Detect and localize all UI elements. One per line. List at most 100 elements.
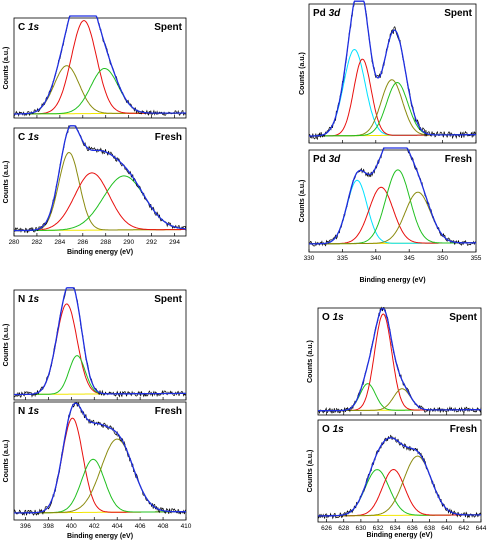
x-tick-label: 406: [135, 523, 146, 530]
x-tick-label: 404: [112, 523, 123, 530]
chart-group-n-1s: N 1s Spent Counts (a.u.) N 1s Fresh Counts (a…: [3, 287, 192, 540]
panel-element-label: C 1s: [18, 22, 40, 33]
panel-state-label: Spent: [154, 22, 182, 33]
x-tick-label: 642: [458, 525, 469, 532]
x-tick-label: 294: [169, 239, 180, 246]
panel-o-fresh: O 1s Fresh Counts (a.u.): [307, 419, 482, 523]
x-tick-label: 626: [321, 525, 332, 532]
panel-state-label: Fresh: [450, 424, 477, 435]
x-tick-label: 640: [441, 525, 452, 532]
envelope-fit-line: [309, 0, 476, 137]
panel-element-label: Pd 3d: [313, 154, 341, 165]
panel-element-label: O 1s: [322, 312, 344, 323]
envelope-fit-line: [318, 307, 482, 412]
y-axis-label: Counts (a.u.): [299, 180, 306, 223]
raw-data-line: [317, 306, 482, 414]
plot-frame: [13, 17, 187, 119]
y-axis-label: Counts (a.u.): [307, 340, 314, 383]
peak-red-line: [14, 303, 186, 395]
peak-olive-line: [14, 438, 186, 514]
peak-green-line: [14, 68, 186, 115]
x-tick-label: 400: [66, 523, 77, 530]
raw-data-line: [13, 401, 187, 516]
panel-state-label: Fresh: [445, 154, 472, 165]
peak-green-line: [309, 81, 476, 137]
x-tick-label: 630: [355, 525, 366, 532]
panel-state-label: Spent: [444, 8, 472, 19]
panel-state-label: Spent: [154, 294, 182, 305]
plot-frame: [13, 289, 187, 401]
x-tick-label: 292: [146, 239, 157, 246]
x-tick-label: 402: [89, 523, 100, 530]
peak-olive-line: [318, 388, 482, 412]
peak-red-line: [318, 468, 481, 517]
x-tick-label: 644: [476, 525, 487, 532]
panel-state-label: Spent: [449, 312, 477, 323]
chart-group-o-1s: O 1s Spent Counts (a.u.) O 1s Fresh Counts (a…: [307, 306, 487, 539]
x-tick-label: 345: [404, 255, 415, 262]
envelope-fit-line: [309, 147, 476, 245]
envelope-fit-line: [14, 125, 186, 232]
peak-red-line: [318, 313, 482, 412]
plot-frame: [317, 419, 482, 523]
peak-green-line: [14, 175, 186, 232]
peak-red-line: [309, 186, 476, 245]
panel-c-spent: C 1s Spent Counts (a.u.): [3, 15, 187, 119]
plot-frame: [13, 401, 187, 521]
peak-red-line: [309, 58, 476, 137]
x-tick-label: 398: [43, 523, 54, 530]
x-tick-label: 282: [32, 239, 43, 246]
raw-data-line: [317, 434, 482, 520]
x-tick-label: 396: [20, 523, 31, 530]
panel-n-spent: N 1s Spent Counts (a.u.): [3, 287, 187, 401]
x-tick-label: 408: [158, 523, 169, 530]
x-tick-label: 636: [407, 525, 418, 532]
y-axis-label: Counts (a.u.): [3, 440, 10, 483]
peak-red-line: [14, 417, 186, 514]
envelope-fit-line: [14, 287, 186, 396]
x-tick-label: 638: [424, 525, 435, 532]
x-tick-label: 288: [100, 239, 111, 246]
x-axis-label: Binding energy (eV): [366, 532, 432, 539]
y-axis-label: Counts (a.u.): [307, 450, 314, 493]
chart-group-pd-3d: Pd 3d Spent Counts (a.u.) Pd 3d Fresh Counts …: [299, 0, 482, 284]
panel-state-label: Fresh: [155, 406, 182, 417]
x-tick-label: 410: [181, 523, 192, 530]
x-tick-label: 335: [337, 255, 348, 262]
panel-element-label: Pd 3d: [313, 8, 341, 19]
peak-red-line: [14, 172, 186, 232]
y-axis-label: Counts (a.u.): [3, 161, 10, 204]
panel-element-label: O 1s: [322, 424, 344, 435]
x-tick-label: 355: [471, 255, 482, 262]
x-axis-label: Binding energy (eV): [67, 533, 133, 540]
plot-frame: [308, 3, 477, 144]
y-axis-label: Counts (a.u.): [3, 47, 10, 90]
y-axis-label: Counts (a.u.): [3, 324, 10, 367]
panel-element-label: N 1s: [18, 406, 40, 417]
x-axis-label: Binding energy (eV): [359, 277, 425, 284]
x-tick-label: 286: [77, 239, 88, 246]
panel-element-label: C 1s: [18, 132, 40, 143]
plot-frame: [308, 149, 477, 253]
x-tick-label: 340: [370, 255, 381, 262]
panel-state-label: Fresh: [155, 132, 182, 143]
panel-o-spent: O 1s Spent Counts (a.u.): [307, 306, 482, 416]
envelope-fit-line: [318, 437, 481, 517]
x-tick-label: 628: [338, 525, 349, 532]
chart-group-c-1s: C 1s Spent Counts (a.u.) C 1s Fresh Counts (a…: [3, 15, 187, 256]
envelope-fit-line: [14, 402, 186, 514]
panel-n-fresh: N 1s Fresh Counts (a.u.): [3, 401, 187, 521]
x-tick-label: 284: [54, 239, 65, 246]
plot-frame: [13, 127, 187, 237]
panel-pd-spent: Pd 3d Spent Counts (a.u.): [299, 0, 477, 144]
plot-frame: [317, 307, 482, 416]
envelope-fit-line: [14, 15, 186, 115]
x-tick-label: 632: [373, 525, 384, 532]
panel-pd-fresh: Pd 3d Fresh Counts (a.u.): [299, 147, 477, 253]
peak-cyan-line: [309, 179, 476, 245]
peak-olive-line: [309, 191, 476, 245]
y-axis-label: Counts (a.u.): [299, 52, 306, 95]
x-tick-label: 350: [437, 255, 448, 262]
x-axis-label: Binding energy (eV): [67, 249, 133, 256]
